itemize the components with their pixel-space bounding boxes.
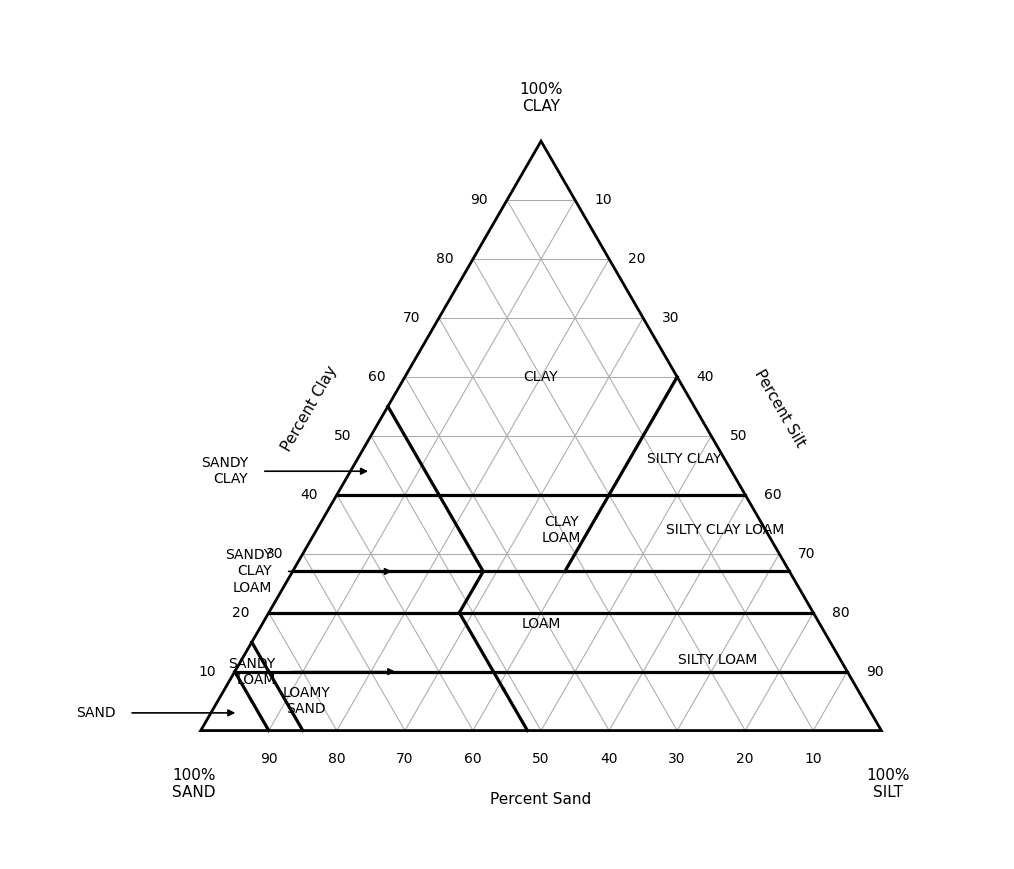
Text: 100%
SAND: 100% SAND [172, 768, 216, 800]
Text: 20: 20 [628, 252, 646, 266]
Text: 40: 40 [600, 753, 618, 766]
Text: 40: 40 [697, 370, 714, 384]
Text: SAND: SAND [76, 706, 116, 720]
Text: 30: 30 [668, 753, 685, 766]
Text: 10: 10 [198, 665, 216, 679]
Text: 30: 30 [267, 547, 284, 561]
Text: LOAMY
SAND: LOAMY SAND [282, 686, 331, 716]
Text: SANDY
CLAY
LOAM: SANDY CLAY LOAM [225, 548, 272, 594]
Text: 80: 80 [329, 753, 346, 766]
Text: 70: 70 [798, 547, 816, 561]
Text: SILTY CLAY LOAM: SILTY CLAY LOAM [665, 523, 784, 537]
Text: 90: 90 [260, 753, 278, 766]
Text: 100%
CLAY: 100% CLAY [519, 82, 563, 114]
Text: SANDY
CLAY: SANDY CLAY [201, 456, 248, 487]
Text: LOAM: LOAM [521, 618, 561, 632]
Text: 20: 20 [232, 606, 249, 620]
Text: 60: 60 [464, 753, 482, 766]
Text: Percent Clay: Percent Clay [279, 363, 340, 454]
Text: 60: 60 [368, 370, 386, 384]
Text: 60: 60 [765, 488, 782, 501]
Text: Percent Silt: Percent Silt [751, 368, 807, 450]
Text: 50: 50 [335, 429, 352, 443]
Text: 20: 20 [736, 753, 754, 766]
Text: 50: 50 [532, 753, 550, 766]
Text: 90: 90 [470, 193, 488, 207]
Text: 10: 10 [804, 753, 822, 766]
Text: 30: 30 [662, 311, 679, 325]
Text: 80: 80 [832, 606, 850, 620]
Text: 50: 50 [730, 429, 747, 443]
Text: Percent Sand: Percent Sand [491, 792, 591, 806]
Text: 70: 70 [396, 753, 414, 766]
Text: 90: 90 [866, 665, 884, 679]
Text: CLAY: CLAY [523, 370, 559, 384]
Text: 100%
SILT: 100% SILT [866, 768, 910, 800]
Text: SILTY CLAY: SILTY CLAY [647, 453, 721, 467]
Text: SANDY
LOAM: SANDY LOAM [228, 657, 276, 687]
Text: 80: 80 [436, 252, 454, 266]
Text: SILTY LOAM: SILTY LOAM [678, 653, 757, 667]
Text: 70: 70 [403, 311, 420, 325]
Text: 10: 10 [594, 193, 611, 207]
Text: CLAY
LOAM: CLAY LOAM [541, 515, 581, 545]
Text: 40: 40 [300, 488, 317, 501]
